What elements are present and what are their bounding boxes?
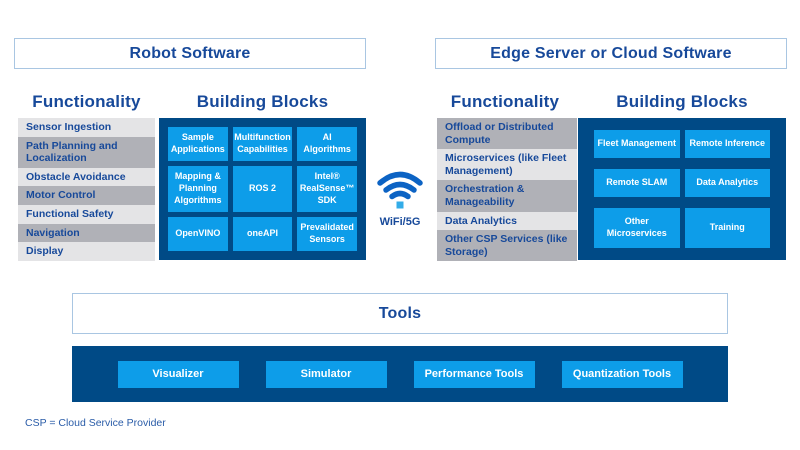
cloud-building-blocks-grid: Fleet Management Remote Inference Remote… xyxy=(578,118,786,260)
robot-building-blocks-grid: Sample Applications Multifunction Capabi… xyxy=(159,118,366,260)
functionality-item-sensor-ingestion: Sensor Ingestion xyxy=(18,118,155,137)
csp-footnote: CSP = Cloud Service Provider xyxy=(25,417,166,429)
functionality-item-data-analytics: Data Analytics xyxy=(437,211,577,231)
robot-software-title-box: Robot Software xyxy=(14,38,366,69)
block-fleet-management: Fleet Management xyxy=(594,130,680,159)
wifi-icon xyxy=(377,171,423,209)
functionality-item-path-planning: Path Planning and Localization xyxy=(18,136,155,168)
block-remote-slam: Remote SLAM xyxy=(594,169,680,198)
tool-quantization-tools: Quantization Tools xyxy=(561,360,683,388)
block-prevalidated-sensors: Prevalidated Sensors xyxy=(297,216,357,251)
functionality-item-motor-control: Motor Control xyxy=(18,186,155,205)
right-building-blocks-heading: Building Blocks xyxy=(616,92,748,111)
block-mapping-planning-algorithms: Mapping & Planning Algorithms xyxy=(168,166,228,212)
edge-cloud-software-title: Edge Server or Cloud Software xyxy=(490,44,732,62)
block-openvino: OpenVINO xyxy=(168,216,228,251)
tool-visualizer: Visualizer xyxy=(117,360,239,388)
wifi-connector: WiFi/5G xyxy=(368,169,432,228)
functionality-item-display: Display xyxy=(18,242,155,261)
cloud-functionality-list: Offload or Distributed Compute Microserv… xyxy=(437,118,577,262)
tool-simulator: Simulator xyxy=(265,360,387,388)
functionality-item-other-csp-services: Other CSP Services (like Storage) xyxy=(437,230,577,262)
edge-cloud-software-title-box: Edge Server or Cloud Software xyxy=(435,38,787,69)
block-sample-applications: Sample Applications xyxy=(168,127,228,162)
functionality-item-offload-compute: Offload or Distributed Compute xyxy=(437,118,577,150)
functionality-item-orchestration: Orchestration & Manageability xyxy=(437,180,577,212)
robot-software-title: Robot Software xyxy=(129,44,251,62)
left-functionality-heading: Functionality xyxy=(32,92,141,111)
block-remote-inference: Remote Inference xyxy=(684,130,770,159)
functionality-item-functional-safety: Functional Safety xyxy=(18,204,155,224)
wifi-label: WiFi/5G xyxy=(379,216,421,228)
tool-performance-tools: Performance Tools xyxy=(413,360,535,388)
block-realsense-sdk: Intel® RealSense™ SDK xyxy=(297,166,357,212)
left-building-blocks-heading: Building Blocks xyxy=(196,92,329,111)
block-oneapi: oneAPI xyxy=(232,216,293,251)
block-ros2: ROS 2 xyxy=(232,166,293,212)
right-functionality-heading: Functionality xyxy=(450,92,560,111)
tools-title-box: Tools xyxy=(72,293,728,334)
block-training: Training xyxy=(684,208,770,248)
functionality-item-obstacle-avoidance: Obstacle Avoidance xyxy=(18,167,155,187)
tools-bar: Visualizer Simulator Performance Tools Q… xyxy=(72,346,728,402)
block-ai-algorithms: AI Algorithms xyxy=(297,127,357,162)
tools-title: Tools xyxy=(378,304,422,322)
block-other-microservices: Other Microservices xyxy=(594,208,680,248)
block-data-analytics: Data Analytics xyxy=(684,169,770,198)
functionality-item-microservices: Microservices (like Fleet Management) xyxy=(437,149,577,181)
block-multifunction-capabilities: Multifunction Capabilities xyxy=(232,127,293,162)
robot-functionality-list: Sensor Ingestion Path Planning and Local… xyxy=(18,118,155,261)
functionality-item-navigation: Navigation xyxy=(18,223,155,243)
